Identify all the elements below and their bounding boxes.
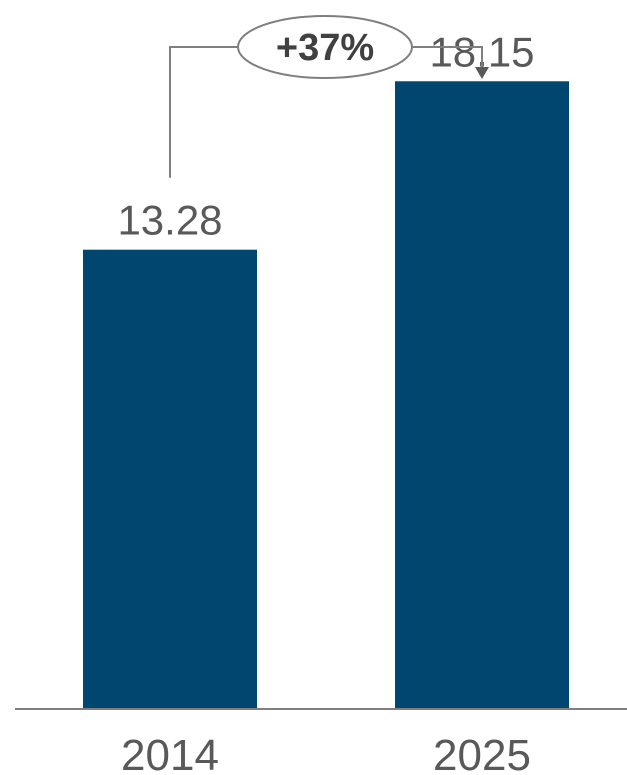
- bar-2025: [395, 81, 569, 709]
- x-tick-label-2014: 2014: [121, 731, 219, 775]
- growth-badge-label: +37%: [276, 27, 374, 69]
- growth-connector-right: [412, 46, 483, 68]
- bar-2014: [83, 249, 257, 709]
- value-label-2014: 13.28: [117, 197, 222, 244]
- arrow-down-icon: [475, 67, 489, 79]
- growth-badge: [237, 15, 413, 79]
- growth-connector-left: [169, 46, 238, 178]
- x-tick-label-2025: 2025: [433, 731, 531, 775]
